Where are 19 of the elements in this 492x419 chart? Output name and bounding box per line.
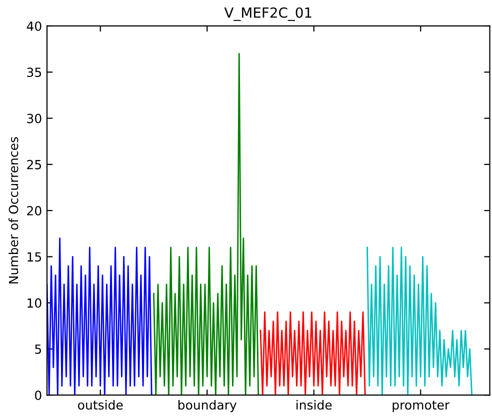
- x-tick-label: boundary: [178, 400, 237, 412]
- line-series: [46, 238, 152, 396]
- line-series: [260, 311, 366, 396]
- y-tick-label: 0: [34, 390, 42, 400]
- y-tick-label: 5: [35, 344, 42, 354]
- x-tick-label: inside: [296, 400, 332, 410]
- chart-title: V_MEF2C_01: [224, 7, 312, 21]
- line-series: [366, 246, 473, 396]
- y-tick-label: 35: [27, 68, 42, 78]
- y-tick-label: 20: [27, 206, 42, 216]
- y-tick-label: 15: [28, 252, 42, 262]
- x-tick-label: outside: [78, 400, 123, 410]
- y-tick-label: 25: [27, 160, 42, 170]
- y-tick-label: 30: [27, 114, 42, 124]
- y-tick-label: 10: [28, 298, 42, 308]
- x-tick-label: promoter: [392, 400, 450, 412]
- y-tick-label: 40: [26, 21, 42, 31]
- line-series: [153, 52, 260, 396]
- y-axis-title: Number of Occurrences: [8, 137, 18, 284]
